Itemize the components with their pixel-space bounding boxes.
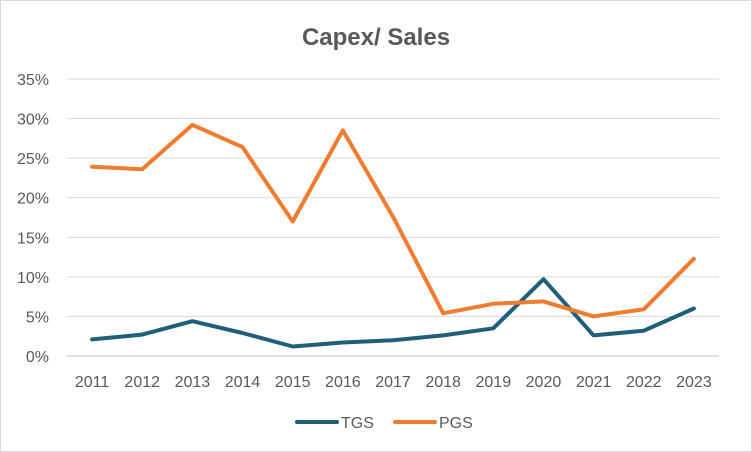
legend-item-tgs: TGS <box>295 415 374 432</box>
legend-item-pgs: PGS <box>393 415 473 432</box>
series-lines <box>90 122 696 349</box>
y-tick-label: 20% <box>17 191 49 208</box>
x-tick-label: 2011 <box>75 374 110 391</box>
y-tick-label: 25% <box>17 151 49 168</box>
series-line-pgs <box>90 122 696 319</box>
legend-label: PGS <box>439 415 473 432</box>
x-tick-label: 2023 <box>676 374 712 391</box>
x-tick-label: 2018 <box>425 374 461 391</box>
chart-title: Capex/ Sales <box>302 24 450 51</box>
x-tick-label: 2022 <box>626 374 662 391</box>
y-tick-label: 30% <box>17 112 49 129</box>
x-tick-label: 2020 <box>526 374 562 391</box>
y-tick-label: 15% <box>17 230 49 247</box>
x-tick-label: 2015 <box>275 374 311 391</box>
x-tick-label: 2013 <box>175 374 211 391</box>
x-tick-label: 2021 <box>576 374 612 391</box>
x-axis-tick-labels: 2011 2012 2013 2014 2015 2016 2017 2018 2019 2020… <box>75 374 712 391</box>
gridlines <box>67 78 719 357</box>
y-tick-label: 0% <box>26 349 49 366</box>
legend: TGS PGS <box>295 415 473 432</box>
x-tick-label: 2016 <box>325 374 361 391</box>
y-tick-label: 35% <box>17 72 49 89</box>
y-tick-label: 10% <box>17 270 49 287</box>
y-tick-label: 5% <box>26 309 49 326</box>
x-tick-label: 2019 <box>476 374 512 391</box>
x-tick-label: 2017 <box>375 374 411 391</box>
legend-label: TGS <box>341 415 374 432</box>
y-axis-tick-labels: 0% 5% 10% 15% 20% 25% 30% 35% <box>17 72 49 366</box>
x-tick-label: 2012 <box>124 374 160 391</box>
x-tick-label: 2014 <box>225 374 261 391</box>
series-line-tgs <box>90 277 696 349</box>
